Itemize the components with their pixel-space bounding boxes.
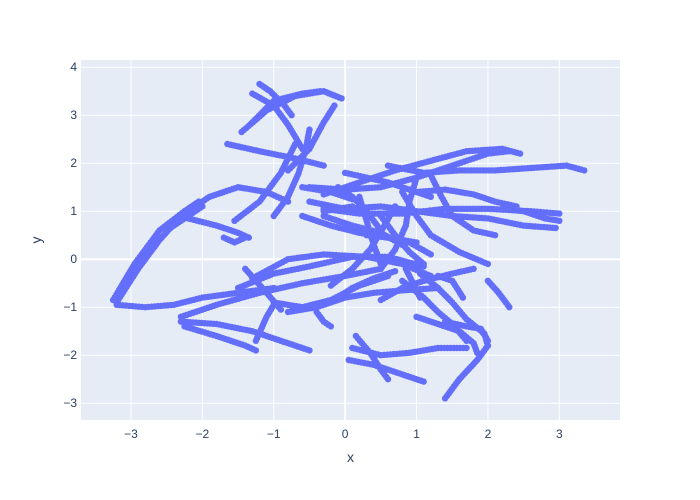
data-point <box>484 342 492 349</box>
data-point <box>242 234 249 241</box>
data-point <box>420 378 427 385</box>
data-point <box>377 260 384 268</box>
x-tick-label: 3 <box>556 427 563 441</box>
data-point <box>484 337 492 344</box>
data-point <box>349 196 356 203</box>
data-point <box>384 376 392 383</box>
data-point <box>420 260 427 268</box>
tick-labels: −3 −2 −1 0 1 2 3 −3 −2 −1 0 1 2 3 4 <box>63 60 563 441</box>
y-tick-label: 4 <box>70 60 77 74</box>
data-point <box>349 203 356 210</box>
x-tick-label: 1 <box>413 427 420 441</box>
data-point <box>391 268 399 275</box>
data-point <box>195 198 202 205</box>
data-point <box>413 239 420 246</box>
data-point <box>491 232 499 239</box>
data-point <box>391 203 399 210</box>
data-point <box>327 323 335 330</box>
data-point <box>338 95 345 102</box>
x-tick-label: 0 <box>342 427 349 441</box>
data-point <box>416 294 424 301</box>
data-point <box>306 126 313 133</box>
y-tick-label: 2 <box>70 156 77 170</box>
data-markers <box>109 80 588 402</box>
data-point <box>427 193 434 200</box>
y-tick-label: −3 <box>63 396 77 410</box>
data-point <box>270 301 277 308</box>
data-point <box>463 344 470 352</box>
x-tick-label: −2 <box>196 427 210 441</box>
data-point <box>484 260 492 268</box>
data-point <box>252 347 260 354</box>
data-point <box>292 140 299 148</box>
y-tick-label: 0 <box>70 252 77 266</box>
data-point <box>199 203 206 210</box>
data-point <box>413 174 420 181</box>
y-tick-label: 1 <box>70 204 77 218</box>
y-tick-label: −2 <box>63 348 77 362</box>
x-tick-label: 2 <box>485 427 492 441</box>
data-point <box>459 294 467 301</box>
y-tick-label: 3 <box>70 108 77 122</box>
y-tick-label: −1 <box>63 300 77 314</box>
data-point <box>516 150 524 157</box>
data-point <box>506 304 513 311</box>
data-point <box>331 102 338 109</box>
data-point <box>427 251 434 258</box>
x-axis-title: x <box>347 449 354 465</box>
data-point <box>552 224 559 232</box>
data-point <box>320 162 327 169</box>
data-point <box>581 167 588 174</box>
data-point <box>556 210 563 217</box>
data-point <box>317 88 324 95</box>
data-point <box>288 112 295 119</box>
data-point <box>470 265 477 272</box>
data-point <box>306 347 313 354</box>
data-point <box>277 306 285 313</box>
x-tick-label: −3 <box>124 427 138 441</box>
y-axis-title: y <box>28 237 44 244</box>
data-point <box>377 227 384 234</box>
data-point <box>556 217 563 224</box>
x-tick-label: −1 <box>267 427 281 441</box>
